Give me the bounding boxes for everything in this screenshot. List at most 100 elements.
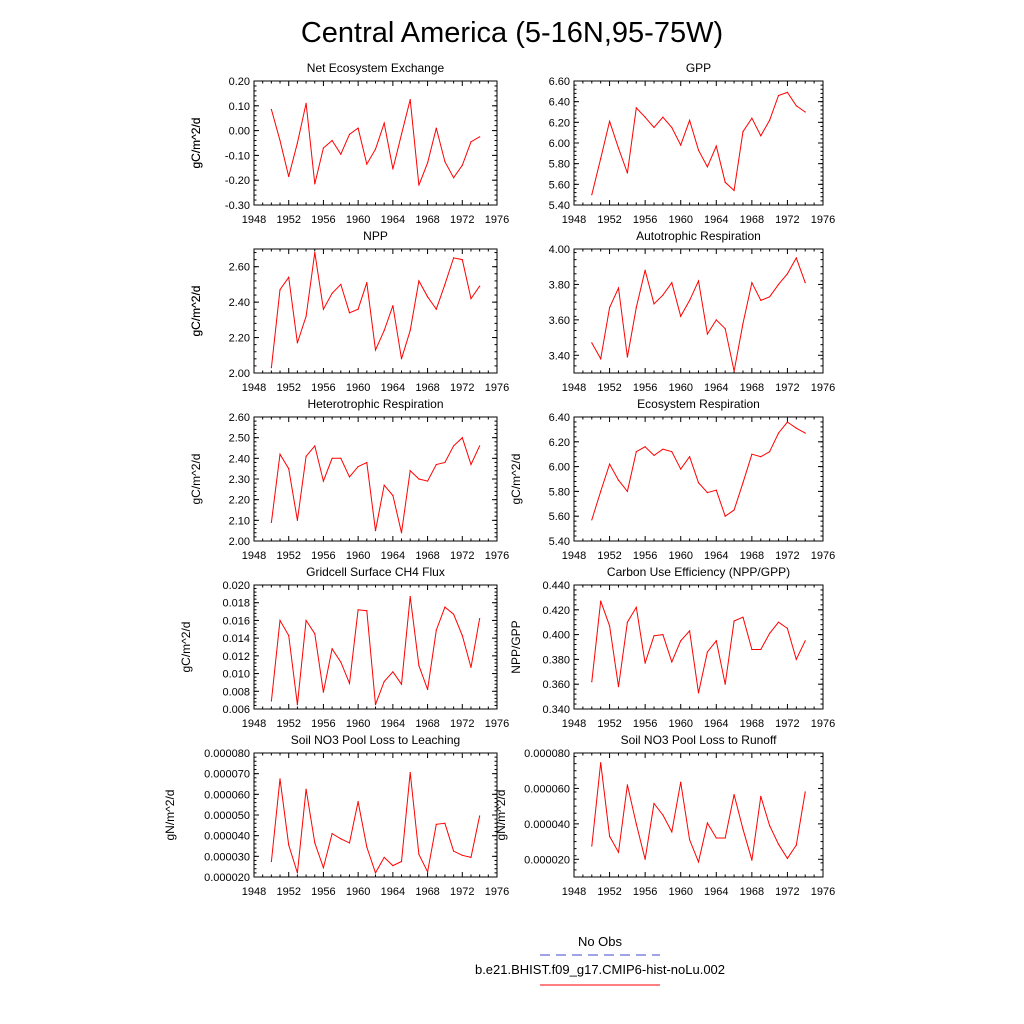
y-tick-label: 0.000030 bbox=[204, 851, 250, 863]
y-tick-label: 6.00 bbox=[549, 138, 570, 150]
data-point bbox=[279, 619, 281, 622]
data-point bbox=[366, 610, 368, 612]
x-tick-label: 1968 bbox=[740, 382, 764, 394]
data-point bbox=[374, 530, 377, 532]
data-point bbox=[608, 306, 611, 309]
data-point bbox=[340, 661, 342, 663]
data-point bbox=[751, 453, 753, 455]
data-point bbox=[470, 856, 472, 858]
data-point bbox=[305, 788, 307, 790]
data-point bbox=[296, 519, 298, 521]
data-point bbox=[635, 606, 637, 608]
data-point bbox=[331, 833, 333, 835]
data-point bbox=[418, 478, 420, 480]
data-point bbox=[742, 482, 744, 484]
data-point bbox=[680, 781, 682, 783]
data-point bbox=[617, 287, 620, 289]
data-point bbox=[479, 815, 481, 817]
data-point bbox=[296, 142, 298, 144]
x-tick-label: 1960 bbox=[346, 718, 370, 730]
data-point bbox=[671, 831, 673, 833]
y-tick-label: 6.20 bbox=[549, 117, 570, 129]
x-tick-label: 1964 bbox=[381, 718, 405, 730]
data-point bbox=[453, 850, 455, 852]
panel-title: Soil NO3 Pool Loss to Runoff bbox=[621, 733, 778, 747]
data-point bbox=[314, 251, 316, 254]
data-point bbox=[777, 94, 780, 97]
y-tick-label: 6.00 bbox=[549, 462, 570, 474]
y-tick-label: 0.020 bbox=[222, 580, 250, 592]
x-tick-label: 1976 bbox=[485, 550, 509, 562]
x-tick-label: 1972 bbox=[450, 886, 474, 898]
y-tick-label: 0.014 bbox=[222, 633, 250, 645]
x-tick-label: 1960 bbox=[346, 550, 370, 562]
series-line bbox=[591, 421, 806, 521]
data-point bbox=[689, 119, 691, 121]
data-point bbox=[680, 468, 682, 470]
data-point bbox=[435, 127, 437, 129]
series-line bbox=[591, 256, 806, 372]
data-point bbox=[444, 822, 446, 824]
data-point bbox=[314, 842, 316, 844]
y-tick-label: 5.40 bbox=[549, 200, 570, 212]
data-point bbox=[804, 640, 806, 642]
data-point bbox=[348, 312, 351, 314]
data-point bbox=[697, 861, 700, 863]
series-line bbox=[591, 762, 806, 864]
data-point bbox=[769, 119, 771, 121]
data-point bbox=[706, 492, 708, 494]
data-point bbox=[706, 822, 708, 824]
data-point bbox=[479, 445, 481, 447]
x-tick-label: 1948 bbox=[562, 382, 586, 394]
y-tick-label: 0.00 bbox=[229, 126, 250, 138]
data-point bbox=[600, 157, 602, 160]
series-line bbox=[270, 99, 480, 186]
x-tick-label: 1968 bbox=[415, 886, 439, 898]
data-point bbox=[769, 296, 771, 298]
data-point bbox=[715, 319, 717, 321]
x-tick-label: 1960 bbox=[668, 214, 692, 226]
y-tick-label: 6.60 bbox=[549, 76, 570, 88]
x-tick-label: 1952 bbox=[597, 886, 621, 898]
data-point bbox=[418, 853, 420, 855]
y-tick-label: 5.80 bbox=[549, 159, 570, 171]
data-point bbox=[348, 842, 351, 844]
y-tick-label: 3.40 bbox=[549, 350, 570, 362]
y-axis-label: gN/m^2/d bbox=[494, 790, 508, 841]
data-point bbox=[383, 329, 385, 332]
x-tick-label: 1948 bbox=[562, 214, 586, 226]
data-point bbox=[461, 259, 463, 261]
data-point bbox=[608, 120, 611, 122]
data-point bbox=[357, 127, 359, 129]
series-line bbox=[270, 596, 481, 705]
data-point bbox=[795, 658, 797, 661]
data-point bbox=[644, 446, 646, 448]
x-tick-label: 1972 bbox=[775, 886, 799, 898]
data-point bbox=[453, 257, 455, 259]
x-tick-label: 1960 bbox=[346, 214, 370, 226]
y-axis-label: gC/m^2/d bbox=[189, 118, 203, 169]
data-point bbox=[626, 621, 628, 623]
data-point bbox=[653, 802, 655, 805]
y-tick-label: 5.80 bbox=[549, 486, 570, 498]
data-point bbox=[680, 315, 682, 317]
x-tick-label: 1948 bbox=[242, 718, 266, 730]
data-point bbox=[322, 308, 325, 310]
y-tick-label: 2.00 bbox=[229, 368, 250, 380]
x-tick-label: 1968 bbox=[740, 550, 764, 562]
data-point bbox=[733, 794, 735, 796]
data-point bbox=[786, 627, 789, 630]
data-point bbox=[400, 860, 403, 863]
data-point bbox=[733, 620, 735, 622]
data-point bbox=[804, 432, 806, 434]
data-point bbox=[322, 480, 325, 482]
y-tick-label: 0.010 bbox=[222, 669, 250, 681]
y-tick-label: 2.10 bbox=[229, 515, 250, 527]
data-point bbox=[626, 356, 628, 358]
data-point bbox=[279, 778, 281, 780]
data-point bbox=[617, 147, 620, 149]
data-point bbox=[270, 521, 272, 524]
data-point bbox=[680, 640, 682, 642]
x-tick-label: 1948 bbox=[242, 886, 266, 898]
panel-title: Gridcell Surface CH4 Flux bbox=[306, 565, 445, 579]
